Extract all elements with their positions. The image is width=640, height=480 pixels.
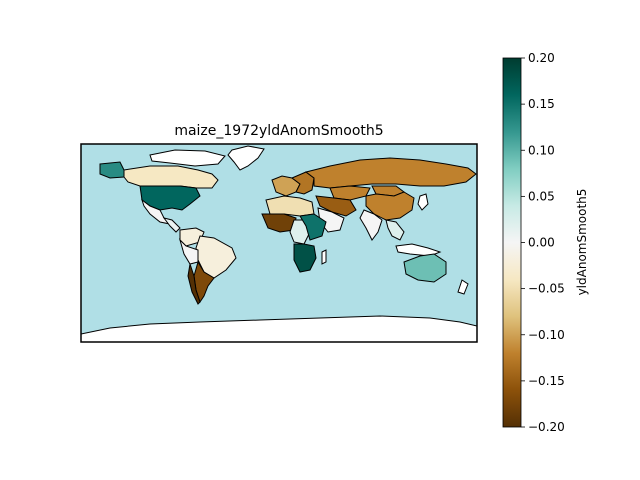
antarctica bbox=[81, 315, 477, 342]
colorbar-label: yldAnomSmooth5 bbox=[575, 189, 589, 296]
region-central-america bbox=[162, 217, 181, 233]
map-frame bbox=[80, 143, 478, 343]
indonesia bbox=[395, 243, 442, 257]
colorbar-ticks: 0.20 0.15 0.10 0.05 0.00 −0.05 −0.10 −0.15 −0.20 bbox=[521, 51, 565, 434]
colorbar-tick-label: −0.10 bbox=[528, 328, 565, 342]
region-middle-east bbox=[315, 195, 357, 217]
colorbar-tick-label: 0.05 bbox=[528, 189, 555, 203]
colorbar-tick-label: 0.00 bbox=[528, 236, 555, 250]
map-title: maize_1972yldAnomSmooth5 bbox=[174, 123, 383, 139]
colorbar-tick-label: 0.10 bbox=[528, 143, 555, 157]
colorbar-tick-label: −0.05 bbox=[528, 282, 565, 296]
region-india bbox=[359, 209, 383, 241]
colorbar-tick-label: −0.15 bbox=[528, 374, 565, 388]
region-canada bbox=[123, 165, 219, 189]
colorbar-tick-label: −0.20 bbox=[528, 420, 565, 434]
colorbar-tick-label: 0.15 bbox=[528, 97, 555, 111]
japan bbox=[417, 193, 429, 211]
region-southeast-asia bbox=[385, 219, 405, 241]
map-area bbox=[81, 144, 477, 342]
region-australia bbox=[403, 253, 447, 283]
region-chile bbox=[187, 263, 201, 305]
arctic-islands bbox=[149, 149, 226, 167]
new-zealand bbox=[457, 279, 469, 295]
colorbar-gradient bbox=[502, 57, 522, 428]
region-east-africa bbox=[299, 213, 327, 241]
colorbar: 0.20 0.15 0.10 0.05 0.00 −0.05 −0.10 −0.15 −0.20… bbox=[502, 51, 589, 434]
madagascar bbox=[321, 249, 327, 265]
colorbar-tick-label: 0.20 bbox=[528, 51, 555, 65]
region-alaska bbox=[99, 161, 125, 179]
region-china bbox=[365, 191, 415, 221]
greenland bbox=[227, 145, 265, 171]
region-southern-africa bbox=[293, 243, 317, 273]
region-russia bbox=[304, 157, 477, 189]
